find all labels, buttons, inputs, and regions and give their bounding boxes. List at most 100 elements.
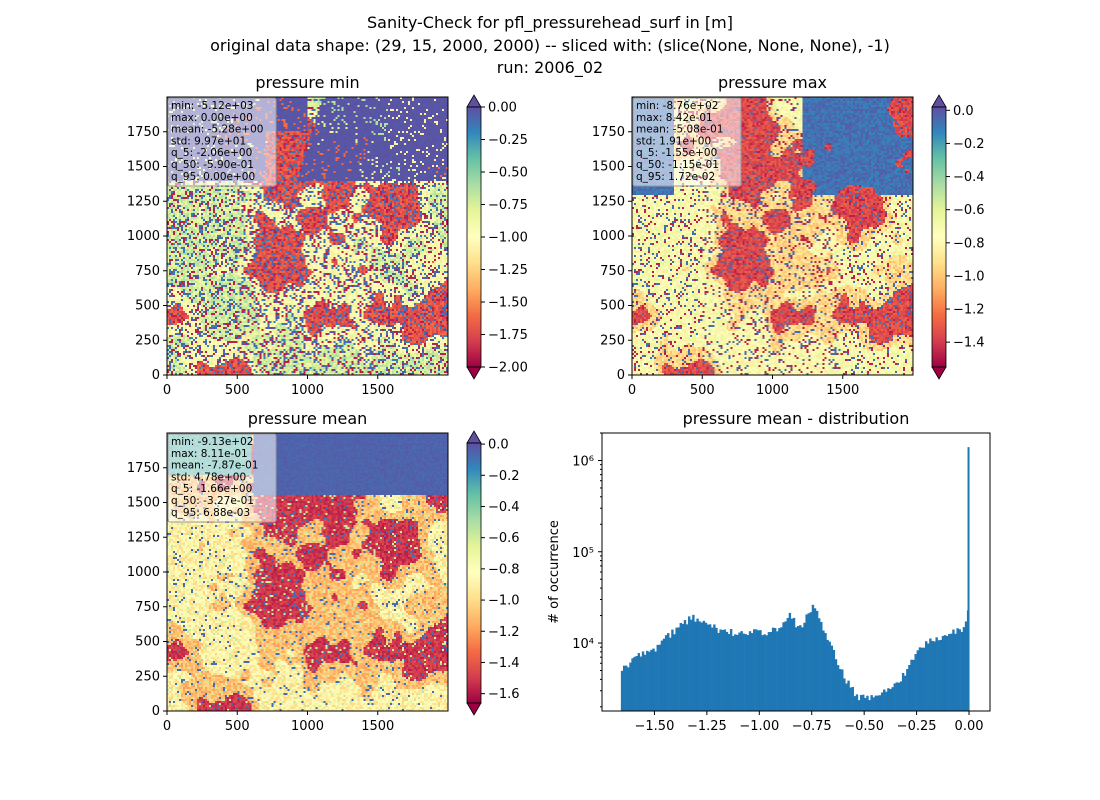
histogram-bar: [740, 631, 743, 711]
histogram-bar: [761, 635, 764, 711]
panel-title: pressure mean: [248, 409, 368, 428]
histogram-bar: [809, 612, 813, 711]
y-tick-label: 1500: [592, 160, 625, 175]
colorbar-gradient: [932, 107, 946, 367]
y-tick-label: 1000: [592, 229, 625, 244]
colorbar-gradient: [467, 107, 481, 367]
histogram-bar: [887, 688, 890, 711]
x-tick-label: 0: [163, 719, 171, 734]
histogram-bar: [717, 632, 720, 711]
histogram-bar: [744, 634, 748, 711]
histogram-bar: [698, 621, 701, 711]
histogram-bar: [669, 637, 672, 711]
histogram-bar: [776, 631, 779, 711]
stats-line: q_5: -2.06e+00: [171, 147, 252, 159]
histogram-bar: [643, 654, 647, 711]
colorbar-tick-label: −0.25: [488, 133, 528, 148]
heatmap-panel-3: pressure mean 0 250 500 750 1000 1250 1500 1750 0…: [127, 409, 520, 734]
histogram-bar: [782, 622, 785, 711]
histogram-bar: [629, 662, 632, 711]
histogram-bar: [849, 687, 852, 711]
histogram-bar: [876, 695, 880, 711]
histogram-bar: [794, 627, 798, 711]
histogram-x-tick-label: −1.50: [635, 719, 675, 734]
histogram-bar: [924, 641, 928, 711]
y-tick-label: 1500: [127, 160, 160, 175]
stats-line: std: 4.78e+00: [171, 471, 246, 483]
histogram-bar: [664, 635, 668, 711]
y-tick-label: 1000: [127, 565, 160, 580]
histogram-bar: [635, 656, 638, 711]
y-tick-label: 1250: [592, 194, 625, 209]
histogram-bar: [656, 644, 659, 711]
colorbar-tick-label: −1.4: [953, 336, 985, 351]
histogram-bar: [880, 692, 884, 711]
histogram-bar: [899, 681, 903, 711]
histogram-bar: [667, 633, 670, 711]
x-tick-label: 500: [225, 719, 250, 734]
histogram-bar: [702, 620, 706, 711]
histogram-y-tick-label: 10⁶: [572, 454, 594, 469]
histogram-bar: [715, 627, 718, 711]
histogram-bar: [836, 665, 840, 711]
histogram-bar: [792, 617, 796, 711]
histogram-y-label: # of occurrence: [547, 520, 562, 624]
y-tick-label: 500: [135, 635, 160, 650]
x-tick-label: 1500: [361, 719, 394, 734]
histogram-bar: [755, 629, 758, 711]
histogram-bar: [683, 620, 687, 711]
histogram-bar: [914, 654, 917, 711]
colorbar-gradient: [467, 443, 481, 703]
histogram-bar: [958, 629, 961, 711]
colorbar-tick-label: −1.2: [488, 625, 520, 640]
histogram-bar: [807, 613, 810, 711]
histogram-bar: [767, 632, 771, 711]
histogram-bar: [830, 645, 834, 711]
y-tick-label: 500: [135, 299, 160, 314]
histogram-bar: [687, 616, 691, 711]
histogram-bar: [897, 682, 901, 711]
histogram-bar: [784, 621, 787, 711]
histogram-bar: [750, 633, 754, 711]
x-tick-label: 1000: [291, 719, 324, 734]
histogram-bar: [790, 618, 794, 711]
histogram-bar: [732, 635, 735, 711]
histogram-bar: [952, 629, 955, 711]
stats-line: max: 8.11e-01: [171, 448, 248, 460]
histogram-bar: [675, 627, 678, 711]
histogram-bar: [937, 640, 940, 711]
histogram-bar: [828, 641, 831, 711]
histogram-bar: [803, 622, 806, 711]
histogram-bar: [658, 644, 662, 711]
histogram-bar: [891, 687, 894, 711]
colorbar-tick-label: −0.2: [488, 469, 520, 484]
histogram-bar: [757, 630, 760, 711]
histogram-bar: [941, 635, 945, 711]
x-tick-label: 0: [163, 383, 171, 398]
histogram-bar: [950, 633, 953, 711]
y-tick-label: 750: [600, 264, 625, 279]
panel-title: pressure min: [255, 73, 359, 92]
histogram-bar: [771, 627, 775, 711]
x-tick-label: 0: [628, 383, 636, 398]
histogram-bar: [711, 627, 714, 711]
figure-title-line-2: original data shape: (29, 15, 2000, 2000…: [210, 36, 890, 55]
colorbar-tick-label: −2.00: [488, 361, 528, 376]
histogram-x-tick-label: −0.25: [897, 719, 937, 734]
histogram-bar: [912, 659, 915, 711]
colorbar-tick-label: −0.50: [488, 166, 528, 181]
colorbar-extend-bottom: [466, 702, 482, 716]
histogram-bar: [681, 623, 685, 711]
x-tick-label: 500: [690, 383, 715, 398]
stats-line: q_5: -1.66e+00: [171, 483, 252, 495]
histogram-bar: [639, 656, 643, 711]
colorbar-tick-label: −1.75: [488, 328, 528, 343]
histogram-bar: [696, 618, 699, 711]
stats-line: q_50: -3.27e-01: [171, 495, 254, 507]
y-tick-label: 250: [135, 669, 160, 684]
histogram-x-tick-label: −1.25: [687, 719, 727, 734]
colorbar-tick-label: −1.0: [953, 269, 985, 284]
stats-line: min: -8.76e+02: [636, 100, 718, 112]
histogram-bar: [652, 648, 655, 711]
colorbar-tick-label: −1.00: [488, 231, 528, 246]
